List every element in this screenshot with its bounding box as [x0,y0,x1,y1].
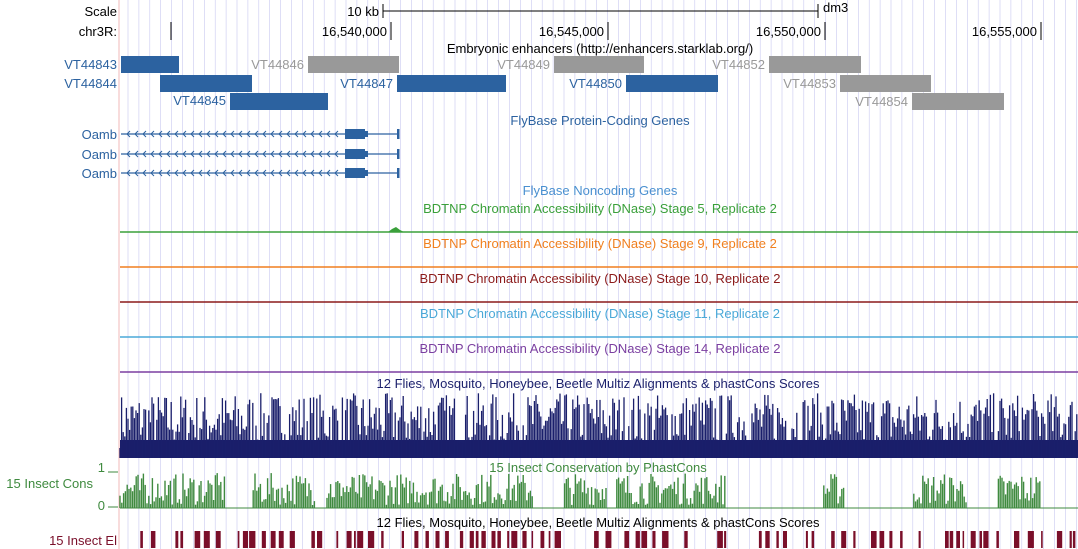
phastcons-track-title: 15 Insect Conservation by PhastCons [489,460,707,475]
svg-text:VT44843: VT44843 [64,57,117,72]
svg-text:16,550,000: 16,550,000 [756,24,821,39]
phastcons-axis-min: 0 [98,498,105,513]
phastcons-side-label[interactable]: 15 Insect Cons [6,476,93,491]
enhancer-VT44849[interactable]: VT44849 [497,56,644,73]
phastcons-axis-max: 1 [98,460,105,475]
genes-track-title: FlyBase Protein-Coding Genes [510,113,690,128]
svg-text:BDTNP Chromatin Accessibility: BDTNP Chromatin Accessibility (DNase) St… [420,306,780,321]
svg-text:VT44845: VT44845 [173,93,226,108]
ruler-tick-4: 16,555,000 [972,22,1042,40]
ruler-tick-3: 16,550,000 [756,22,826,40]
gene-label-oamb-2[interactable]: Oamb [82,147,117,162]
svg-text:BDTNP Chromatin Accessibility: BDTNP Chromatin Accessibility (DNase) St… [419,271,780,286]
enhancers-track-title: Embryonic enhancers (http://enhancers.st… [447,41,753,56]
assembly-label: dm3 [823,0,848,15]
ruler-tick-1: 16,540,000 [322,22,392,40]
svg-text:16,555,000: 16,555,000 [972,24,1037,39]
svg-text:BDTNP Chromatin Accessibility: BDTNP Chromatin Accessibility (DNase) St… [419,341,780,356]
elements-track-title: 12 Flies, Mosquito, Honeybee, Beetle Mul… [377,515,820,530]
noncoding-track-title: FlyBase Noncoding Genes [523,183,678,198]
svg-text:VT44852: VT44852 [712,57,765,72]
enhancer-VT44850[interactable]: VT44850 [569,75,718,92]
dnase-track-stage10[interactable]: BDTNP Chromatin Accessibility (DNase) St… [120,271,1078,303]
svg-text:VT44844: VT44844 [64,76,117,91]
enhancer-VT44845[interactable]: VT44845 [173,93,328,110]
dnase-track-stage5[interactable]: BDTNP Chromatin Accessibility (DNase) St… [120,201,1078,233]
svg-text:VT44850: VT44850 [569,76,622,91]
phastcons-wiggle[interactable] [119,473,1078,509]
svg-text:BDTNP Chromatin Accessibility: BDTNP Chromatin Accessibility (DNase) St… [423,201,777,216]
multiz-track-title: 12 Flies, Mosquito, Honeybee, Beetle Mul… [377,376,820,391]
svg-text:VT44854: VT44854 [855,94,908,109]
svg-text:VT44846: VT44846 [251,57,304,72]
scale-bar-label: 10 kb [347,4,379,19]
conserved-elements-track[interactable] [140,531,1076,548]
dnase-track-stage14[interactable]: BDTNP Chromatin Accessibility (DNase) St… [120,341,1078,373]
svg-text:16,545,000: 16,545,000 [539,24,604,39]
svg-text:VT44849: VT44849 [497,57,550,72]
dnase-track-stage9[interactable]: BDTNP Chromatin Accessibility (DNase) St… [120,236,1078,268]
svg-text:VT44853: VT44853 [783,76,836,91]
scale-label: Scale [84,4,117,19]
enhancer-VT44847[interactable]: VT44847 [340,75,506,92]
ruler-tick-2: 16,545,000 [539,22,609,40]
multiz-conservation-wiggle[interactable] [119,393,1078,458]
gene-models [121,129,400,178]
gene-label-oamb-3[interactable]: Oamb [82,166,117,181]
enhancer-VT44854[interactable]: VT44854 [855,93,1004,110]
svg-text:16,540,000: 16,540,000 [322,24,387,39]
enhancer-VT44846[interactable]: VT44846 [251,56,399,73]
gene-label-oamb-1[interactable]: Oamb [82,127,117,142]
enhancer-VT44852[interactable]: VT44852 [712,56,861,73]
scale-bar [382,4,819,18]
chrom-label: chr3R: [79,24,117,39]
svg-text:BDTNP Chromatin Accessibility: BDTNP Chromatin Accessibility (DNase) St… [423,236,777,251]
enhancer-VT44853[interactable]: VT44853 [783,75,931,92]
elements-side-label[interactable]: 15 Insect El [49,533,117,548]
dnase-track-stage11[interactable]: BDTNP Chromatin Accessibility (DNase) St… [120,306,1078,338]
enhancer-VT44843[interactable]: VT44843 [64,56,179,73]
svg-text:VT44847: VT44847 [340,76,393,91]
enhancer-VT44844[interactable]: VT44844 [64,75,252,92]
